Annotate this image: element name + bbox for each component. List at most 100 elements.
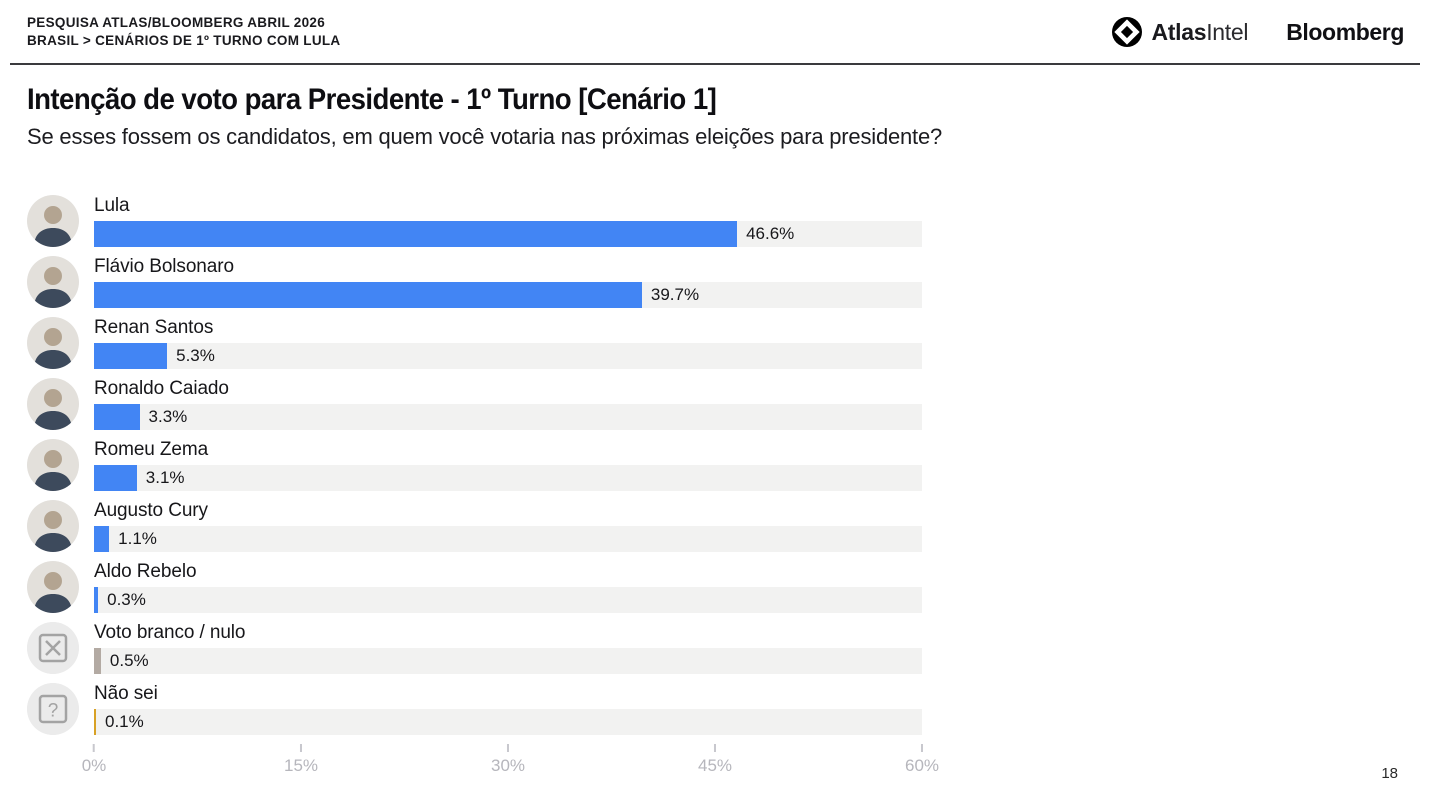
bar-value-label: 3.1% (145, 468, 185, 487)
axis-tick (714, 744, 716, 752)
candidate-avatar: ? (27, 439, 79, 491)
bar-track: 3.3% (94, 404, 922, 430)
page-title: Intenção de voto para Presidente - 1º Tu… (27, 83, 717, 116)
candidate-avatar: ? (27, 256, 79, 308)
bar-fill (94, 343, 168, 369)
candidate-name: Não sei (94, 683, 158, 704)
bar-fill (94, 404, 140, 430)
candidate-name: Romeu Zema (94, 439, 209, 460)
ballot-x-icon (27, 622, 79, 674)
bar-fill (94, 648, 101, 674)
row-content: Não sei 0.1% (94, 683, 1430, 735)
bar-fill (94, 709, 96, 735)
candidate-photo (27, 256, 79, 308)
chart-row: ? Renan Santos 5.3% (27, 317, 1430, 369)
bar-fill (94, 282, 642, 308)
chart-rows: ? Lula 46.6% ? (27, 195, 1430, 735)
axis-tick-label: 15% (283, 756, 319, 775)
atlasintel-wordmark-light: Intel (1206, 18, 1249, 45)
bar-track: 0.3% (94, 587, 922, 613)
candidate-photo (27, 439, 79, 491)
axis-tick (921, 744, 923, 752)
bar-value-label: 1.1% (118, 529, 157, 548)
bar-value-label: 5.3% (176, 346, 215, 365)
candidate-name: Renan Santos (94, 317, 214, 338)
chart-row: ? Não sei 0.1% (27, 683, 1430, 735)
row-content: Renan Santos 5.3% (94, 317, 1430, 369)
axis-tick (507, 744, 509, 752)
x-axis: 0% 15% 30% 45% 60% (82, 744, 939, 780)
slide-header: PESQUISA ATLAS/BLOOMBERG ABRIL 2026 BRAS… (0, 0, 1430, 50)
axis-tick-label: 0% (81, 756, 107, 775)
page-number: 18 (1381, 765, 1398, 782)
atlasintel-wordmark-bold: Atlas (1151, 18, 1207, 45)
atlasintel-wordmark: AtlasIntel (1151, 19, 1248, 46)
chart-row: ? Romeu Zema 3.1% (27, 439, 1430, 491)
axis-tick-label: 45% (697, 756, 733, 775)
row-content: Aldo Rebelo 0.3% (94, 561, 1430, 613)
row-content: Augusto Cury 1.1% (94, 500, 1430, 552)
bar-value-label: 3.3% (148, 407, 188, 426)
axis-tick (300, 744, 302, 752)
chart-row: ? Lula 46.6% (27, 195, 1430, 247)
bar-value-label: 0.5% (109, 651, 149, 670)
main-content: Intenção de voto para Presidente - 1º Tu… (0, 83, 1430, 780)
candidate-photo (27, 378, 79, 430)
row-content: Flávio Bolsonaro 39.7% (94, 256, 1430, 308)
header-meta: PESQUISA ATLAS/BLOOMBERG ABRIL 2026 BRAS… (27, 14, 340, 50)
bar-fill (94, 465, 137, 491)
axis-tick (92, 744, 95, 752)
row-content: Ronaldo Caiado 3.3% (94, 378, 1430, 430)
candidate-photo (27, 500, 79, 552)
bloomberg-logo: Bloomberg (1286, 18, 1404, 45)
bar-fill (94, 526, 110, 552)
chart-row: ? Flávio Bolsonaro 39.7% (27, 256, 1430, 308)
bar-track: 0.5% (94, 648, 922, 674)
bar-track: 3.1% (94, 465, 922, 491)
candidate-photo (27, 561, 79, 613)
chart-row: ? Aldo Rebelo 0.3% (27, 561, 1430, 613)
bar-value-label: 0.3% (107, 590, 146, 609)
bar-track: 46.6% (94, 221, 922, 247)
bar-value-label: 39.7% (650, 285, 700, 304)
page-subtitle: Se esses fossem os candidatos, em quem v… (27, 124, 943, 149)
question-icon: ? (27, 683, 79, 735)
bar-fill (94, 587, 99, 613)
candidate-name: Ronaldo Caiado (94, 378, 229, 399)
bar-track: 0.1% (94, 709, 922, 735)
candidate-name: Lula (94, 195, 130, 216)
axis-tick-label: 60% (904, 756, 940, 775)
header-divider (10, 63, 1420, 65)
candidate-name: Voto branco / nulo (94, 622, 246, 643)
chart-row: ? Voto branco / nulo 0.5% (27, 622, 1430, 674)
candidate-avatar: ? (27, 561, 79, 613)
header-logos: AtlasIntel Bloomberg (1112, 17, 1404, 47)
chart-row: ? Ronaldo Caiado 3.3% (27, 378, 1430, 430)
bar-track: 5.3% (94, 343, 922, 369)
row-content: Lula 46.6% (94, 195, 1430, 247)
axis-tick-label: 30% (490, 756, 526, 775)
candidate-name: Aldo Rebelo (94, 561, 197, 582)
candidate-name: Flávio Bolsonaro (94, 256, 234, 277)
row-content: Romeu Zema 3.1% (94, 439, 1430, 491)
header-breadcrumb: BRASIL > CENÁRIOS DE 1º TURNO COM LULA (27, 33, 341, 48)
bar-value-label: 46.6% (746, 224, 795, 243)
bar-track: 1.1% (94, 526, 922, 552)
chart-row: ? Augusto Cury 1.1% (27, 500, 1430, 552)
candidate-photo (27, 195, 79, 247)
atlasintel-logo: AtlasIntel (1112, 17, 1249, 47)
bar-fill (94, 221, 738, 247)
candidate-avatar: ? (27, 378, 79, 430)
candidate-avatar: ? (27, 622, 79, 674)
candidate-avatar: ? (27, 317, 79, 369)
row-content: Voto branco / nulo 0.5% (94, 622, 1430, 674)
candidate-avatar: ? (27, 500, 79, 552)
atlasintel-compass-icon (1112, 17, 1143, 47)
svg-text:?: ? (48, 701, 59, 722)
candidate-avatar: ? (27, 683, 79, 735)
bar-value-label: 0.1% (105, 712, 144, 731)
bar-track: 39.7% (94, 282, 922, 308)
candidate-avatar: ? (27, 195, 79, 247)
candidate-name: Augusto Cury (94, 500, 208, 521)
